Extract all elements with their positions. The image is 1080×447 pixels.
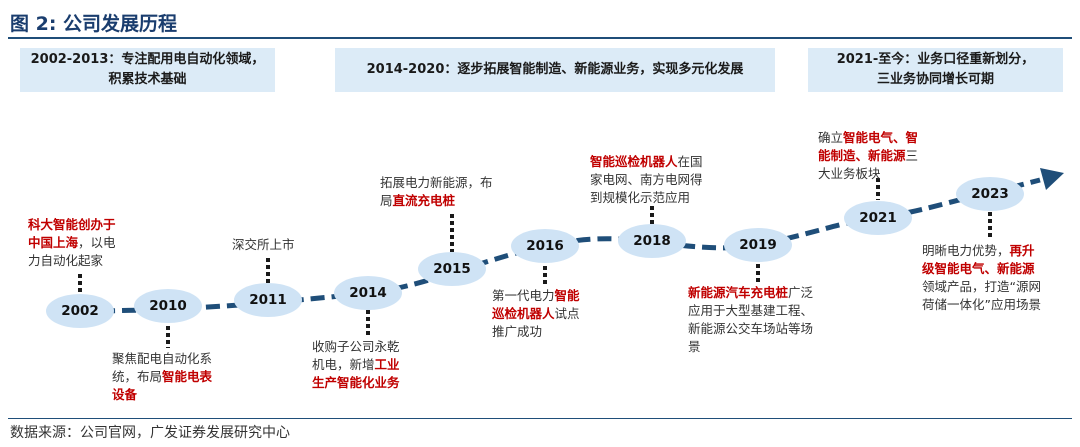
- annotation-2023: 明晰电力优势，再升 级智能电气、新能源 领域产品，打造“源网 荷储一体化”应用场…: [922, 243, 1041, 312]
- node-2016: [511, 229, 579, 263]
- year-2021: 2021: [859, 210, 897, 226]
- year-2019: 2019: [739, 237, 777, 253]
- annotation-2015: 拓展电力新能源，布 局直流充电桩: [380, 175, 493, 208]
- phase-1-line-2: 积累技术基础: [108, 72, 187, 87]
- annotation-2016: 第一代电力智能 巡检机器人试点 推广成功: [492, 288, 580, 339]
- year-2016: 2016: [526, 238, 564, 254]
- source-divider: [8, 418, 1072, 419]
- year-2018: 2018: [633, 233, 671, 249]
- node-2021: [844, 201, 912, 235]
- annotation-2019: 新能源汽车充电桩广泛 应用于大型基建工程、 新能源公交车场站等场 景: [688, 285, 814, 354]
- figure-title: 图 2: 公司发展历程: [10, 13, 178, 35]
- annotation-2014: 收购子公司永乾 机电，新增工业 生产智能化业务: [312, 339, 400, 390]
- data-source: 数据来源：公司官网，广发证券发展研究中心: [10, 425, 290, 441]
- phase-2-line-1: 2014-2020：逐步拓展智能制造、新能源业务，实现多元化发展: [366, 62, 744, 77]
- year-2014: 2014: [349, 285, 387, 301]
- year-2011: 2011: [249, 292, 287, 308]
- year-2023: 2023: [971, 186, 1009, 202]
- annotation-2011: 深交所上市: [232, 237, 295, 252]
- node-2014: [334, 276, 402, 310]
- curve-arrowhead: [1040, 168, 1064, 190]
- title-divider: [8, 37, 1072, 39]
- year-2015: 2015: [433, 261, 471, 277]
- phase-box-1: 2002-2013：专注配用电自动化领域， 积累技术基础: [20, 48, 275, 92]
- annotation-2021: 确立智能电气、智 能制造、新能源三 大业务板块: [818, 130, 919, 181]
- annotation-2002: 科大智能创办于 中国上海，以电 力自动化起家: [28, 217, 116, 268]
- annotation-2018: 智能巡检机器人在国 家电网、南方电网得 到规模化示范应用: [590, 154, 703, 205]
- year-2002: 2002: [61, 303, 99, 319]
- node-2011: [234, 283, 302, 317]
- node-2018: [618, 224, 686, 258]
- phase-3-line-1: 2021-至今：业务口径重新划分，: [836, 52, 1035, 67]
- node-2010: [134, 289, 202, 323]
- phase-box-2: 2014-2020：逐步拓展智能制造、新能源业务，实现多元化发展: [335, 48, 775, 92]
- node-2015: [418, 252, 486, 286]
- node-2019: [724, 228, 792, 262]
- node-2023: [956, 177, 1024, 211]
- annotation-2010: 聚焦配电自动化系 统，布局智能电表 设备: [112, 351, 213, 402]
- milestone-nodes: [46, 177, 1024, 328]
- node-2002: [46, 294, 114, 328]
- phase-3-line-2: 三业务协同增长可期: [876, 72, 994, 87]
- connectors: [78, 178, 992, 348]
- phase-1-line-1: 2002-2013：专注配用电自动化领域，: [30, 52, 265, 67]
- phase-box-3: 2021-至今：业务口径重新划分， 三业务协同增长可期: [808, 48, 1063, 92]
- year-2010: 2010: [149, 298, 187, 314]
